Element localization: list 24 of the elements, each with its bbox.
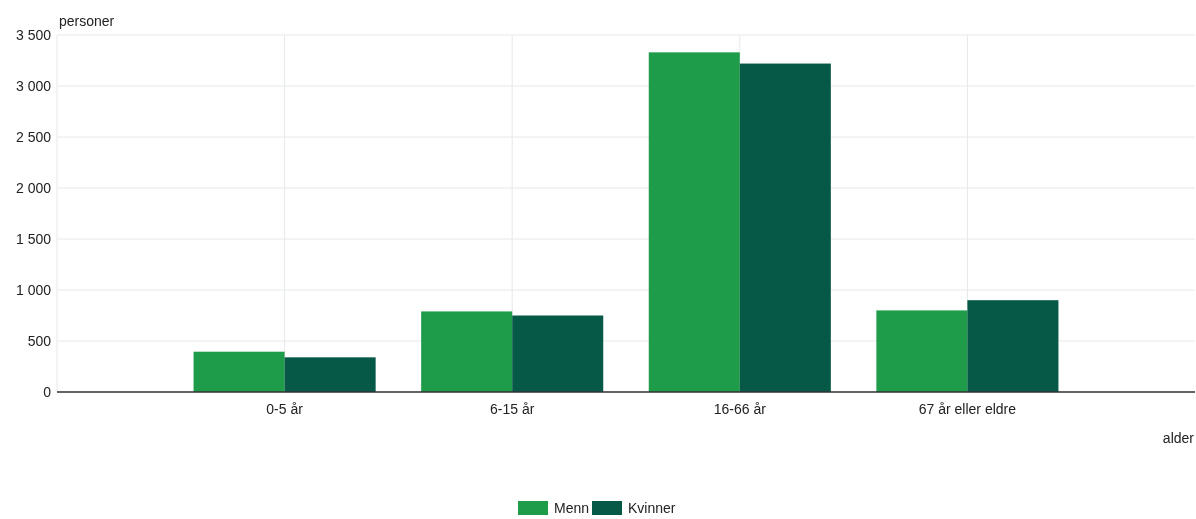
bar (967, 300, 1059, 392)
x-axis-title: alder (1162, 430, 1195, 446)
bar (193, 351, 285, 392)
bar (421, 311, 513, 392)
x-tick-label: 0-5 år (266, 401, 304, 417)
y-axis-title: personer (59, 13, 115, 29)
x-tick-label: 67 år eller eldre (918, 401, 1017, 417)
bar (512, 315, 604, 392)
y-tick-label: 500 (27, 332, 52, 349)
bar (284, 357, 376, 392)
bar (739, 63, 831, 392)
y-tick-label: 3 000 (15, 77, 52, 94)
x-tick-label: 6-15 år (490, 401, 535, 417)
bar (648, 52, 740, 392)
legend-label: Menn (554, 500, 590, 516)
y-tick-label: 2 000 (15, 179, 52, 196)
y-tick-label: 2 500 (15, 128, 52, 145)
x-tick-label: 16-66 år (713, 401, 767, 417)
legend-label: Kvinner (628, 500, 676, 516)
y-tick-label: 1 000 (15, 281, 52, 298)
bar (876, 310, 968, 392)
y-tick-label: 1 500 (15, 230, 52, 247)
y-tick-label: 0 (43, 383, 52, 400)
y-tick-label: 3 500 (15, 26, 52, 43)
